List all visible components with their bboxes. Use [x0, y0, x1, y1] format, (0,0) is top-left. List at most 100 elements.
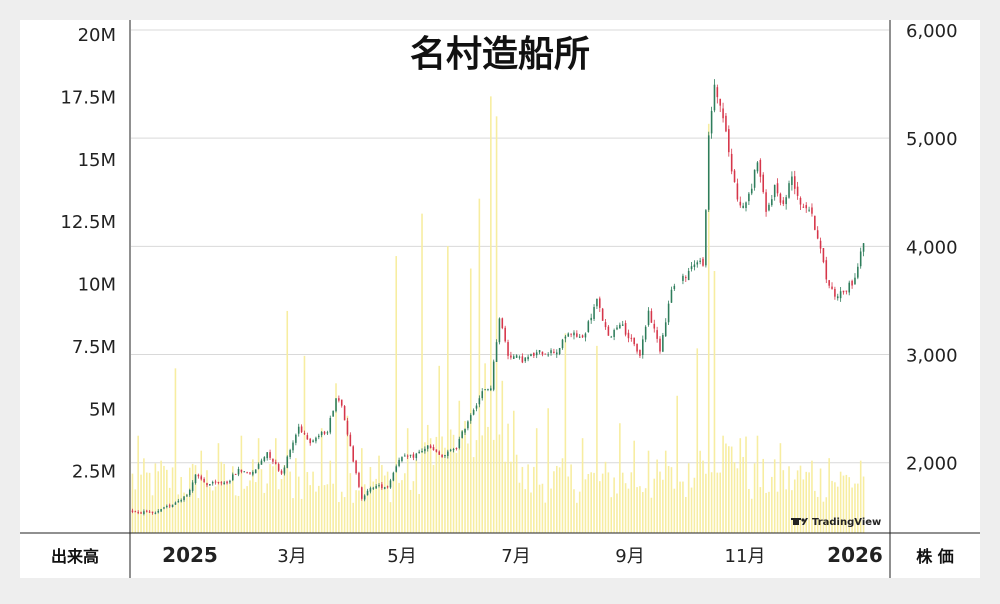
volume-bar	[633, 440, 635, 533]
price-candle	[521, 353, 524, 364]
volume-bar	[619, 423, 621, 533]
volume-bar	[237, 495, 240, 533]
price-candle	[406, 454, 409, 460]
volume-bar	[223, 463, 225, 533]
price-candle	[822, 248, 825, 264]
price-candle	[289, 448, 291, 460]
volume-bar	[163, 465, 165, 533]
price-candle	[366, 488, 369, 496]
price-candle	[644, 325, 647, 343]
volume-bar	[793, 479, 796, 533]
price-candle	[449, 448, 452, 452]
volume-bar	[842, 475, 845, 533]
volume-bar	[363, 484, 366, 533]
price-candle	[277, 462, 280, 472]
price-candle	[716, 84, 719, 104]
price-candle	[796, 181, 799, 200]
volume-bar	[535, 428, 538, 533]
volume-bar	[246, 486, 248, 533]
volume-bar	[154, 463, 157, 533]
price-candle	[828, 279, 830, 289]
price-candle	[315, 436, 317, 444]
volume-bar	[447, 246, 449, 533]
price-candle	[246, 471, 248, 474]
price-candle	[320, 431, 323, 438]
price-candle	[197, 473, 200, 479]
price-candle	[381, 481, 383, 490]
volume-bar	[478, 198, 481, 534]
volume-bar	[791, 490, 793, 533]
volume-bar	[707, 123, 710, 533]
price-candle	[816, 226, 819, 240]
price-candle	[639, 349, 641, 359]
price-candle	[378, 483, 380, 488]
volume-bar	[429, 438, 432, 533]
price-candle	[472, 408, 475, 416]
price-candle	[329, 415, 332, 435]
volume-bar	[495, 116, 498, 533]
volume-tick-label: 2.5M	[72, 462, 116, 483]
price-candle	[527, 354, 529, 362]
volume-bar	[234, 495, 237, 533]
volume-bar	[515, 454, 518, 533]
price-candle	[662, 332, 664, 353]
volume-bar	[335, 383, 337, 533]
price-candle	[398, 457, 400, 468]
volume-tick-label: 17.5M	[60, 87, 116, 108]
volume-bar	[395, 256, 398, 533]
volume-bar	[203, 481, 205, 533]
volume-bar	[171, 467, 174, 533]
volume-bar	[257, 438, 260, 533]
volume-bar	[530, 492, 532, 533]
volume-bar	[733, 462, 736, 533]
price-candle	[673, 283, 676, 291]
price-candle	[659, 336, 661, 354]
volume-bar	[472, 457, 475, 533]
price-candle	[530, 353, 532, 357]
volume-bar	[424, 442, 426, 533]
volume-bar	[438, 365, 441, 533]
price-candle	[166, 504, 168, 509]
price-candle	[647, 307, 650, 327]
price-candle	[171, 504, 174, 508]
price-candle	[269, 449, 271, 461]
volume-bar	[283, 465, 286, 533]
volume-bar	[584, 479, 587, 533]
price-candle	[799, 196, 802, 211]
price-candle	[779, 192, 782, 206]
volume-bar	[644, 488, 647, 533]
price-candle	[811, 203, 813, 217]
price-candle	[607, 325, 610, 336]
volume-bar	[687, 463, 690, 533]
price-candle	[553, 348, 555, 354]
volume-bar	[682, 481, 684, 533]
price-candle	[361, 486, 363, 501]
price-candle	[495, 339, 498, 363]
volume-bar	[481, 435, 484, 533]
volume-axis-label: 出来高	[51, 547, 99, 566]
price-candle	[418, 449, 420, 454]
volume-tick-label: 10M	[78, 275, 116, 296]
volume-bar	[510, 461, 512, 533]
volume-bar	[186, 493, 188, 533]
price-candle	[610, 335, 613, 338]
volume-bar	[593, 472, 595, 533]
volume-bar	[527, 464, 529, 533]
volume-bar	[796, 470, 799, 533]
volume-bar	[249, 480, 251, 533]
volume-bar	[487, 426, 489, 533]
volume-bar	[498, 434, 501, 533]
volume-axis-ticks: 2.5M 5M 7.5M 10M 12.5M 15M 17.5M 20M	[60, 25, 116, 483]
volume-bar	[326, 484, 329, 533]
price-candle	[650, 308, 653, 323]
price-candle	[854, 273, 856, 285]
price-candle	[131, 508, 134, 514]
price-candle	[782, 197, 785, 207]
price-candle	[834, 286, 836, 300]
time-tick-label: 9月	[615, 546, 644, 567]
volume-bar	[309, 485, 311, 533]
volume-bar	[748, 488, 750, 533]
price-candle	[538, 349, 541, 355]
volume-bar	[705, 473, 707, 533]
